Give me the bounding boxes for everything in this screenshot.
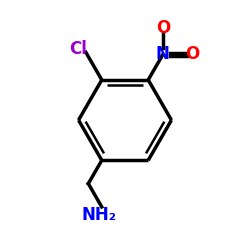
Text: N: N — [156, 46, 170, 64]
Text: O: O — [156, 18, 170, 36]
Text: NH₂: NH₂ — [82, 206, 117, 224]
Text: O: O — [185, 46, 199, 64]
Text: Cl: Cl — [70, 40, 87, 58]
